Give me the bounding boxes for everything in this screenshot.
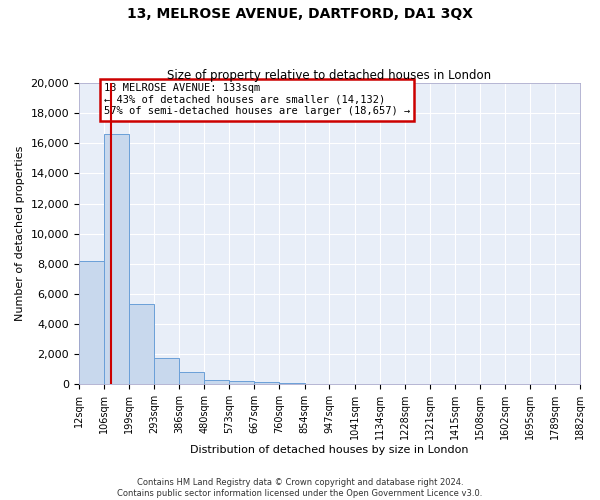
Bar	[254, 382, 280, 384]
Y-axis label: Number of detached properties: Number of detached properties	[15, 146, 25, 322]
Bar	[179, 372, 205, 384]
Text: 13, MELROSE AVENUE, DARTFORD, DA1 3QX: 13, MELROSE AVENUE, DARTFORD, DA1 3QX	[127, 8, 473, 22]
X-axis label: Distribution of detached houses by size in London: Distribution of detached houses by size …	[190, 445, 469, 455]
Bar	[205, 380, 229, 384]
Bar	[104, 134, 129, 384]
Text: Contains HM Land Registry data © Crown copyright and database right 2024.
Contai: Contains HM Land Registry data © Crown c…	[118, 478, 482, 498]
Bar	[280, 383, 305, 384]
Bar	[229, 381, 254, 384]
Bar	[154, 358, 179, 384]
Title: Size of property relative to detached houses in London: Size of property relative to detached ho…	[167, 69, 491, 82]
Text: 13 MELROSE AVENUE: 133sqm
← 43% of detached houses are smaller (14,132)
57% of s: 13 MELROSE AVENUE: 133sqm ← 43% of detac…	[104, 83, 410, 116]
Bar	[79, 261, 104, 384]
Bar	[129, 304, 154, 384]
